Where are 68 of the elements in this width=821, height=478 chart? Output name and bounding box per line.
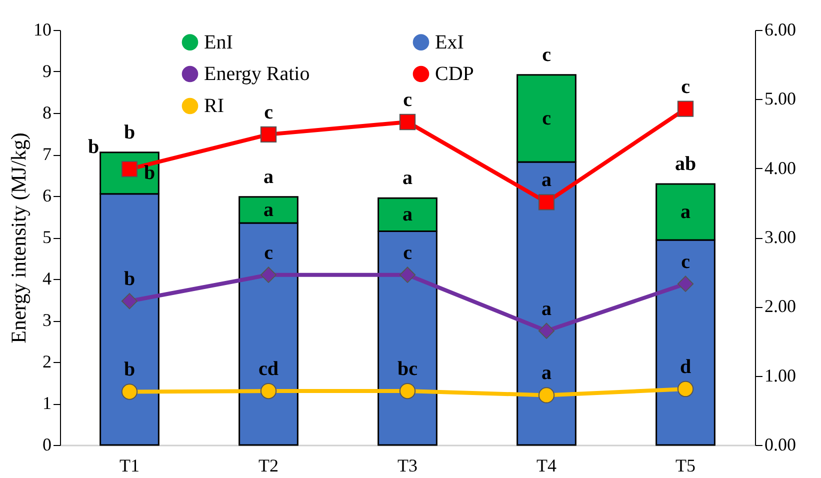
data-label: c [403, 88, 412, 111]
data-label: cd [258, 358, 278, 380]
point [399, 382, 416, 400]
x-tick-label: T5 [676, 456, 696, 476]
y-tick-label: 3 [42, 310, 52, 330]
y-tick-label: 1 [42, 393, 52, 413]
data-label: c [264, 242, 274, 264]
data-label: c [681, 76, 690, 98]
data-label: b [124, 268, 136, 290]
legend-label: EnI [204, 31, 233, 54]
y-tick-label: 7 [42, 144, 52, 164]
y2-tick-label: 3.00 [764, 227, 796, 247]
legend-label: CDP [435, 63, 474, 85]
y-axis-title: Energy intensity (MJ/kg) [6, 132, 30, 344]
data-label: b [144, 162, 156, 184]
point [677, 380, 694, 398]
point [260, 266, 277, 283]
point [121, 293, 138, 310]
point [399, 266, 416, 283]
data-label: c [542, 107, 552, 130]
x-tick-label: T1 [120, 456, 140, 476]
total-label: c [542, 44, 552, 66]
data-label: b [88, 136, 100, 158]
y2-tick-label: 2.00 [764, 296, 796, 316]
data-label: bc [398, 358, 418, 380]
y-tick-label: 5 [42, 227, 52, 247]
legend-label: ExI [435, 31, 464, 54]
point [538, 194, 555, 210]
total-label: ab [674, 152, 696, 175]
y-tick-label: 10 [34, 20, 52, 40]
legend-label: Energy Ratio [204, 63, 310, 85]
data-label: c [264, 101, 274, 124]
total-label: b [124, 121, 136, 144]
point [260, 126, 277, 143]
y-tick-label: 6 [42, 186, 52, 206]
y2-tick-label: 5.00 [764, 88, 796, 109]
data-label: a [264, 198, 274, 221]
data-label: a [542, 169, 552, 192]
point [399, 114, 416, 130]
y2-tick-label: 4.00 [764, 158, 796, 178]
y-tick-label: 2 [42, 352, 52, 372]
point [260, 382, 277, 400]
point [538, 322, 555, 339]
data-label: a [680, 200, 690, 223]
y2-tick-label: 1.00 [764, 365, 796, 386]
data-label: a [542, 298, 552, 320]
x-tick-label: T4 [536, 456, 556, 476]
data-label: a [542, 362, 552, 384]
legend-label: RI [204, 95, 224, 117]
x-tick-label: T2 [258, 456, 278, 476]
x-tick-label: T3 [398, 456, 418, 476]
y-tick-label: 4 [42, 268, 52, 288]
y-tick-label: 9 [42, 61, 52, 81]
y-tick-label: 0 [42, 434, 52, 454]
y2-tick-label: 6.00 [764, 20, 796, 40]
data-label: c [403, 242, 412, 264]
point [677, 276, 694, 292]
total-label: a [264, 166, 274, 188]
data-label: c [681, 250, 690, 273]
point [538, 387, 555, 404]
y-tick-label: 8 [42, 102, 52, 122]
data-label: b [124, 358, 136, 381]
point [121, 384, 138, 400]
total-label: a [402, 167, 412, 190]
y2-tick-label: 0.00 [764, 434, 796, 454]
point [677, 100, 694, 117]
data-label: d [680, 356, 692, 378]
data-label: a [402, 204, 412, 226]
